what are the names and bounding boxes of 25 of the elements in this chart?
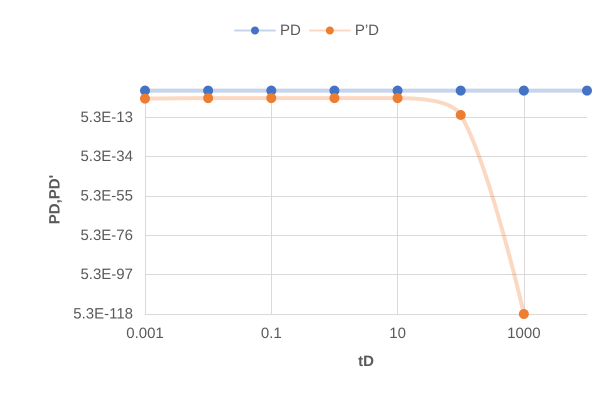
x-tick-label: 0.001 xyxy=(126,325,164,342)
x-axis-title: tD xyxy=(358,353,374,370)
point xyxy=(518,309,529,319)
x-tick-label: 1000 xyxy=(507,325,541,342)
legend-label: PD xyxy=(280,22,301,39)
y-tick-label: 5.3E-55 xyxy=(80,188,133,205)
point xyxy=(582,86,592,96)
y-tick-label: 5.3E-34 xyxy=(80,148,133,166)
point xyxy=(456,110,466,120)
point xyxy=(140,86,150,96)
y-tick-label: 5.3E-118 xyxy=(73,306,133,322)
y-tick-label: 5.3E-13 xyxy=(80,108,133,126)
y-axis-title: PD,PD' xyxy=(46,174,64,224)
y-tick-label: 5.3E-97 xyxy=(80,266,133,284)
y-tick-label: 5.3E-76 xyxy=(80,226,133,244)
point xyxy=(518,86,529,96)
point xyxy=(329,93,340,104)
x-tick-label: 0.1 xyxy=(260,325,282,342)
point xyxy=(392,93,403,104)
x-tick-label: 10 xyxy=(389,325,406,342)
legend-label: P’D xyxy=(354,22,380,39)
point xyxy=(456,86,466,96)
point xyxy=(140,94,150,104)
point xyxy=(266,93,276,104)
point xyxy=(203,93,214,104)
